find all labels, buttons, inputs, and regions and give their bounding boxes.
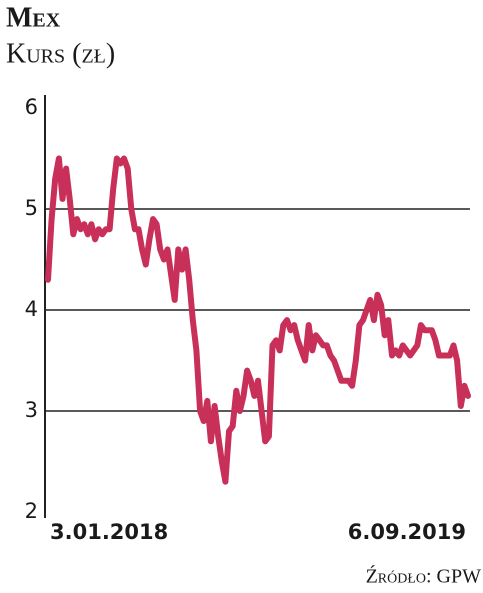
chart-title: Mex — [6, 2, 61, 33]
x-tick-label: 6.09.2019 — [348, 520, 466, 544]
source: Źródło: GPW — [366, 565, 482, 588]
y-tick-label: 3 — [25, 398, 38, 422]
y-tick-label: 4 — [25, 297, 38, 321]
chart-subtitle: Kurs (zł) — [6, 38, 115, 69]
y-tick-label: 6 — [25, 95, 38, 119]
price-line — [45, 155, 471, 485]
y-tick-label: 2 — [25, 499, 38, 523]
y-tick-label: 5 — [25, 196, 38, 220]
x-tick-label: 3.01.2018 — [50, 520, 168, 544]
